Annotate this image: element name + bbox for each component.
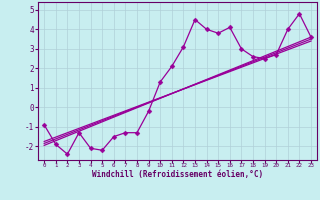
X-axis label: Windchill (Refroidissement éolien,°C): Windchill (Refroidissement éolien,°C) [92,170,263,179]
